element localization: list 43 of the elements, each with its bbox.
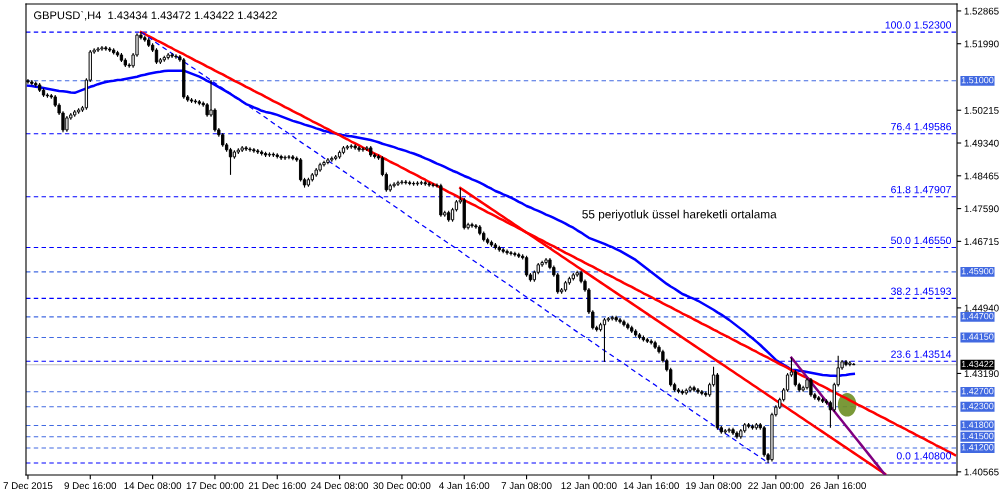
annotation: 61.8 1.47907 xyxy=(891,185,951,194)
y-tick-label: 1.52865 xyxy=(964,7,999,15)
text: GBPUSD`,H4 1.43434 1.43472 1.43422 1.43422 xyxy=(34,10,277,21)
x-tick-label: 22 Jan 00:00 xyxy=(748,482,804,490)
x-tick-label: 26 Jan 16:00 xyxy=(810,482,866,490)
x-tick-label: 7 Dec 2015 xyxy=(3,482,53,490)
x-tick-label: 7 Jan 08:00 xyxy=(501,482,552,490)
x-tick-label: 14 Jan 16:00 xyxy=(623,482,679,490)
y-tick-label: 1.46715 xyxy=(964,238,999,245)
annotation: 50.0 1.46550 xyxy=(891,236,952,245)
x-tick-label: 21 Dec 16:00 xyxy=(248,482,306,490)
ref-line-label: 1.44700 xyxy=(961,312,994,320)
annotation: 38.2 1.45193 xyxy=(891,287,951,295)
ref-line-label: 1.45900 xyxy=(961,267,994,275)
x-tick-label: 9 Dec 16:00 xyxy=(64,482,117,490)
x-tick-label: 4 Jan 16:00 xyxy=(439,482,490,490)
y-tick-label: 1.49340 xyxy=(964,139,999,147)
ref-line-label: 1.42300 xyxy=(961,402,994,410)
annotation: 76.4 1.49586 xyxy=(891,122,951,131)
y-tick-label: 1.40565 xyxy=(964,468,999,476)
ref-line-label: 1.41500 xyxy=(961,432,994,440)
annotation: 100.0 1.52300 xyxy=(885,21,952,29)
annotation: 55 periyotluk üssel hareketli ortalama xyxy=(582,209,777,221)
ref-line-label: 1.41200 xyxy=(961,444,994,451)
x-tick-label: 17 Dec 00:00 xyxy=(186,482,244,490)
x-tick-label: 12 Jan 00:00 xyxy=(561,482,617,490)
y-tick-label: 1.44940 xyxy=(964,304,999,312)
ref-line-label: 1.42700 xyxy=(961,387,994,395)
ref-line-label: 1.44150 xyxy=(961,333,994,340)
x-tick-label: 14 Dec 08:00 xyxy=(124,482,182,490)
x-tick-label: 19 Jan 08:00 xyxy=(686,482,742,490)
y-tick-label: 1.43190 xyxy=(964,370,999,378)
ref-line-label: 1.41800 xyxy=(961,421,994,428)
y-tick-label: 1.51990 xyxy=(964,40,999,48)
y-tick-label: 1.50215 xyxy=(964,106,999,114)
ref-line-label: 1.51000 xyxy=(961,76,994,84)
x-tick-label: 30 Dec 00:00 xyxy=(373,482,431,490)
annotation: 0.0 1.40800 xyxy=(896,452,952,460)
y-tick-label: 1.48465 xyxy=(964,172,999,180)
x-tick-label: 24 Dec 08:00 xyxy=(311,482,369,490)
ref-line-label: 1.43422 xyxy=(961,360,994,368)
annotation: 23.6 1.43514 xyxy=(891,350,952,358)
y-tick-label: 1.47590 xyxy=(964,205,999,213)
